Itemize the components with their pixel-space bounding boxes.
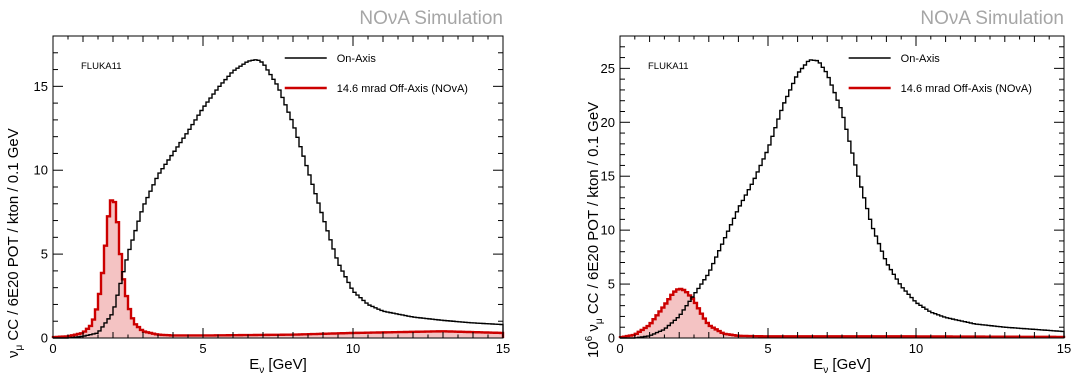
legend-label: 14.6 mrad Off-Axis (NOvA) xyxy=(901,83,1032,95)
annotation-label: FLUKA11 xyxy=(648,61,688,72)
series-line-offaxis xyxy=(51,199,505,339)
x-tick-label: 15 xyxy=(496,341,510,356)
series-fill-offaxis xyxy=(620,288,1064,338)
y-axis-label: νμ CC / 6E20 POT / kton / 0.1 GeV xyxy=(5,128,25,358)
watermark-label: NOνA Simulation xyxy=(359,8,503,29)
x-tick-label: 15 xyxy=(1057,341,1071,356)
y-tick-label: 15 xyxy=(601,169,615,184)
chart-left: NOνA Simulation 0 5 10 15 0 5 10 15 FLUKA11 On-Axi… xyxy=(5,8,510,376)
y-tick-label: 0 xyxy=(41,331,48,346)
legend-label: 14.6 mrad Off-Axis (NOvA) xyxy=(337,83,468,95)
x-tick-label: 0 xyxy=(616,341,623,356)
y-tick-label: 5 xyxy=(608,277,615,292)
series-fill-offaxis xyxy=(53,200,503,338)
series-line-onaxis xyxy=(620,59,1065,339)
y-tick-label: 20 xyxy=(601,115,615,130)
series-line-onaxis xyxy=(53,59,504,339)
y-tick-label: 10 xyxy=(34,163,48,178)
x-axis-label: Eν [GeV] xyxy=(813,356,871,376)
y-tick-label: 10 xyxy=(601,223,615,238)
y-tick-label: 25 xyxy=(601,61,615,76)
legend-label: On-Axis xyxy=(901,53,941,65)
y-axis-label: 106 νμ CC / 6E20 POT / kton / 0.1 GeV xyxy=(584,102,605,358)
x-tick-label: 5 xyxy=(199,341,206,356)
x-tick-label: 5 xyxy=(764,341,771,356)
y-tick-label: 0 xyxy=(608,331,615,346)
legend-label: On-Axis xyxy=(337,53,377,65)
y-tick-label: 5 xyxy=(41,247,48,262)
annotation-label: FLUKA11 xyxy=(81,61,121,72)
x-tick-label: 10 xyxy=(346,341,360,356)
x-tick-label: 10 xyxy=(909,341,923,356)
x-tick-label: 0 xyxy=(49,341,56,356)
chart-right: NOνA Simulation 0 5 10 15 0 5 10 15 20 25 FLUKA11 On… xyxy=(584,8,1071,376)
x-axis-label: Eν [GeV] xyxy=(249,356,307,376)
y-tick-label: 15 xyxy=(34,79,48,94)
watermark-label: NOνA Simulation xyxy=(920,8,1064,29)
